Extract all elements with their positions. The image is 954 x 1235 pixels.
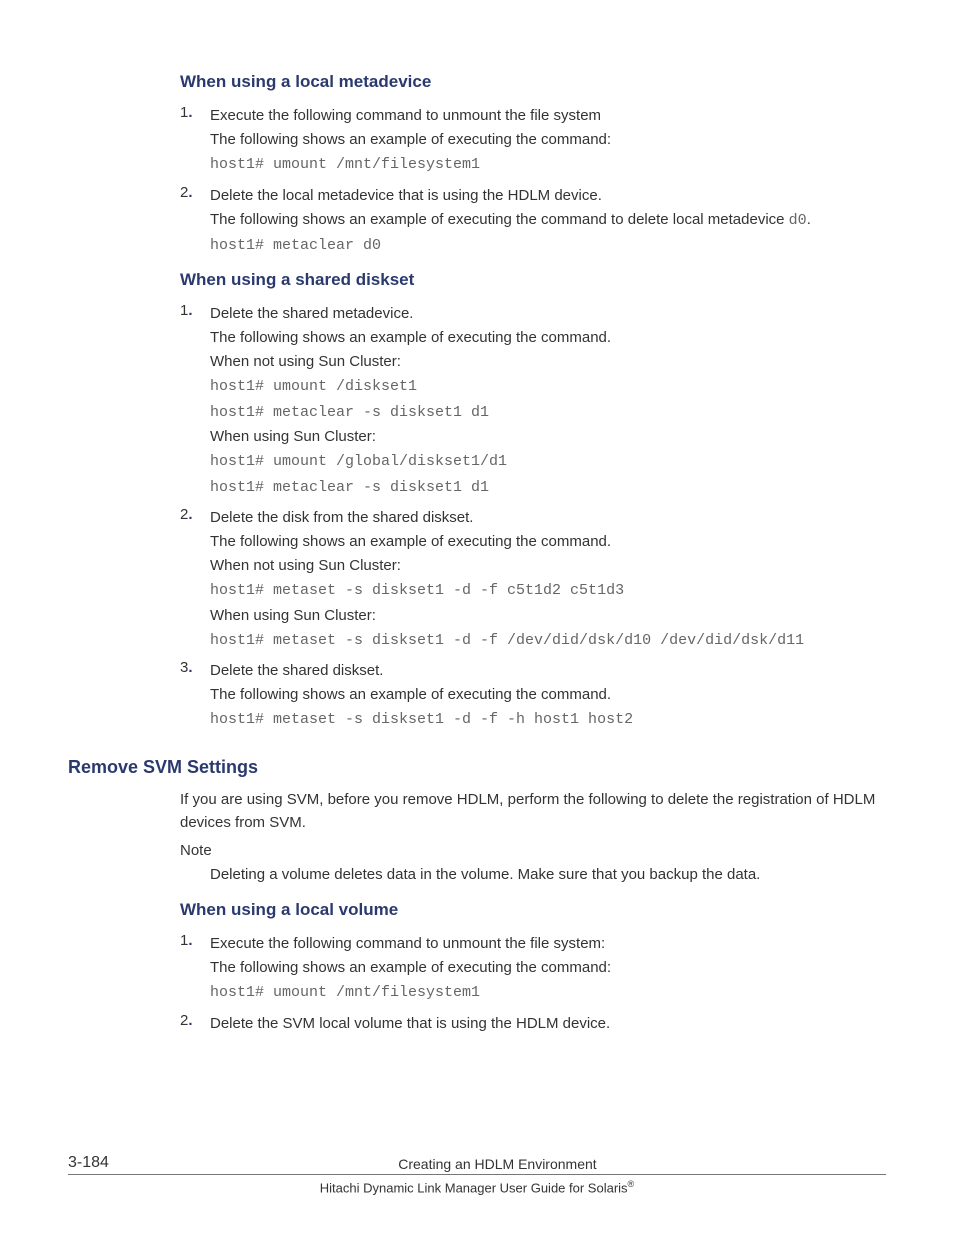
list-item-number: 2. <box>180 506 210 653</box>
text-line: Delete the SVM local volume that is usin… <box>210 1012 886 1036</box>
code-line: host1# umount /mnt/filesystem1 <box>210 152 886 178</box>
list-item: 1.Delete the shared metadevice.The follo… <box>180 302 886 500</box>
text-line: The following shows an example of execut… <box>210 326 886 350</box>
list-item: 2.Delete the local metadevice that is us… <box>180 184 886 259</box>
list-item: 2.Delete the SVM local volume that is us… <box>180 1012 886 1036</box>
list-item-number: 1. <box>180 104 210 178</box>
heading-shared-diskset: When using a shared diskset <box>180 270 886 290</box>
code-line: host1# umount /mnt/filesystem1 <box>210 980 886 1006</box>
footer-book-title: Hitachi Dynamic Link Manager User Guide … <box>68 1179 886 1195</box>
text-line: Delete the shared diskset. <box>210 659 886 683</box>
text-line: The following shows an example of execut… <box>210 530 886 554</box>
text-line: When not using Sun Cluster: <box>210 350 886 374</box>
text-line: When using Sun Cluster: <box>210 604 886 628</box>
heading-remove-svm: Remove SVM Settings <box>68 757 886 778</box>
code-line: host1# metaclear -s diskset1 d1 <box>210 400 886 426</box>
list-item-number: 1. <box>180 302 210 500</box>
code-line: host1# metaset -s diskset1 -d -f c5t1d2 … <box>210 578 886 604</box>
text-line: The following shows an example of execut… <box>210 208 886 233</box>
list-item-number: 1. <box>180 932 210 1006</box>
code-line: host1# metaset -s diskset1 -d -f /dev/di… <box>210 628 886 654</box>
document-page: When using a local metadevice 1.Execute … <box>0 0 954 1235</box>
list-item: 1.Execute the following command to unmou… <box>180 932 886 1006</box>
list-item: 2.Delete the disk from the shared diskse… <box>180 506 886 653</box>
text-line: Delete the local metadevice that is usin… <box>210 184 886 208</box>
registered-mark: ® <box>628 1179 635 1189</box>
ordered-list-local-metadevice: 1.Execute the following command to unmou… <box>180 104 886 258</box>
text-line: When using Sun Cluster: <box>210 425 886 449</box>
page-footer: 3-184 Creating an HDLM Environment Hitac… <box>68 1154 886 1195</box>
text-line: Delete the disk from the shared diskset. <box>210 506 886 530</box>
footer-book-title-text: Hitachi Dynamic Link Manager User Guide … <box>320 1180 628 1195</box>
list-item-body: Delete the local metadevice that is usin… <box>210 184 886 259</box>
note-body: Deleting a volume deletes data in the vo… <box>210 863 886 886</box>
text-line: Execute the following command to unmount… <box>210 104 886 128</box>
code-line: host1# umount /global/diskset1/d1 <box>210 449 886 475</box>
list-item-body: Execute the following command to unmount… <box>210 104 886 178</box>
list-item-number: 3. <box>180 659 210 733</box>
text-line: The following shows an example of execut… <box>210 956 886 980</box>
heading-local-metadevice: When using a local metadevice <box>180 72 886 92</box>
text-line: The following shows an example of execut… <box>210 128 886 152</box>
list-item-body: Delete the disk from the shared diskset.… <box>210 506 886 653</box>
list-item-body: Execute the following command to unmount… <box>210 932 886 1006</box>
page-number: 3-184 <box>68 1154 109 1172</box>
list-item-body: Delete the shared diskset.The following … <box>210 659 886 733</box>
list-item-body: Delete the shared metadevice.The followi… <box>210 302 886 500</box>
list-item-number: 2. <box>180 184 210 259</box>
code-line: host1# metaclear d0 <box>210 233 886 259</box>
list-item-number: 2. <box>180 1012 210 1036</box>
note-label: Note <box>180 842 886 859</box>
footer-chapter-title: Creating an HDLM Environment <box>109 1156 886 1172</box>
text-line: When not using Sun Cluster: <box>210 554 886 578</box>
text-line: Delete the shared metadevice. <box>210 302 886 326</box>
ordered-list-local-volume: 1.Execute the following command to unmou… <box>180 932 886 1036</box>
code-line: host1# metaset -s diskset1 -d -f -h host… <box>210 707 886 733</box>
text-line: Execute the following command to unmount… <box>210 932 886 956</box>
paragraph-svm-intro: If you are using SVM, before you remove … <box>180 788 886 835</box>
code-line: host1# metaclear -s diskset1 d1 <box>210 475 886 501</box>
code-line: host1# umount /diskset1 <box>210 374 886 400</box>
list-item-body: Delete the SVM local volume that is usin… <box>210 1012 886 1036</box>
ordered-list-shared-diskset: 1.Delete the shared metadevice.The follo… <box>180 302 886 733</box>
list-item: 1.Execute the following command to unmou… <box>180 104 886 178</box>
heading-local-volume: When using a local volume <box>180 900 886 920</box>
list-item: 3.Delete the shared diskset.The followin… <box>180 659 886 733</box>
text-line: The following shows an example of execut… <box>210 683 886 707</box>
